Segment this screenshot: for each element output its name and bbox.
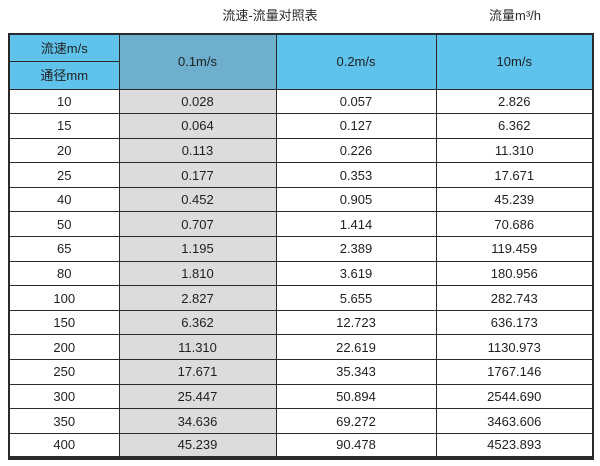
diameter-cell: 100 — [8, 285, 120, 311]
flow-unit-label: 流量m³/h — [488, 8, 541, 23]
diameter-cell: 250 — [8, 359, 120, 385]
flow-conversion-table: 流速m/s 0.1m/s 0.2m/s 10m/s 通径mm 10 0.028 0.… — [8, 33, 594, 460]
flow-value-cell: 0.057 — [275, 88, 437, 115]
flow-value-cell: 0.113 — [118, 137, 277, 164]
flow-value-cell: 11.310 — [435, 137, 594, 164]
diameter-cell: 10 — [8, 88, 120, 115]
flow-value-cell: 4523.893 — [435, 432, 594, 459]
flow-value-cell: 1.810 — [118, 260, 277, 287]
flow-value-cell: 2.389 — [275, 236, 437, 262]
table-row: 200 11.310 22.619 1130.973 — [8, 334, 594, 361]
flow-value-cell: 70.686 — [435, 211, 594, 238]
flow-value-cell: 34.636 — [118, 408, 277, 434]
flow-value-cell: 0.028 — [118, 88, 277, 115]
table-row: 20 0.113 0.226 11.310 — [8, 137, 594, 164]
flow-value-cell: 25.447 — [118, 383, 277, 410]
flow-value-cell: 180.956 — [435, 260, 594, 287]
column-header-0-2ms: 0.2m/s — [275, 33, 437, 90]
diameter-cell: 80 — [8, 260, 120, 287]
flow-value-cell: 90.478 — [275, 432, 437, 459]
table-row: 65 1.195 2.389 119.459 — [8, 236, 594, 262]
table-row: 50 0.707 1.414 70.686 — [8, 211, 594, 238]
table-row: 25 0.177 0.353 17.671 — [8, 162, 594, 188]
table-row: 150 6.362 12.723 636.173 — [8, 309, 594, 336]
table-row: 100 2.827 5.655 282.743 — [8, 285, 594, 311]
column-header-0-1ms: 0.1m/s — [118, 33, 277, 90]
flow-value-cell: 0.707 — [118, 211, 277, 238]
flow-value-cell: 2.827 — [118, 285, 277, 311]
table-row: 400 45.239 90.478 4523.893 — [8, 432, 594, 459]
diameter-cell: 300 — [8, 383, 120, 410]
table-row: 15 0.064 0.127 6.362 — [8, 113, 594, 139]
flow-value-cell: 282.743 — [435, 285, 594, 311]
flow-value-cell: 11.310 — [118, 334, 277, 361]
diameter-cell: 20 — [8, 137, 120, 164]
flow-value-cell: 0.905 — [275, 186, 437, 213]
flow-value-cell: 1130.973 — [435, 334, 594, 361]
flow-value-cell: 17.671 — [118, 359, 277, 385]
flow-value-cell: 2544.690 — [435, 383, 594, 410]
diameter-header-cell: 通径mm — [8, 61, 120, 90]
flow-value-cell: 6.362 — [435, 113, 594, 139]
diameter-cell: 65 — [8, 236, 120, 262]
diameter-cell: 200 — [8, 334, 120, 361]
flow-value-cell: 5.655 — [275, 285, 437, 311]
flow-value-cell: 2.826 — [435, 88, 594, 115]
flow-value-cell: 69.272 — [275, 408, 437, 434]
flow-value-cell: 1767.146 — [435, 359, 594, 385]
flow-value-cell: 12.723 — [275, 309, 437, 336]
flow-value-cell: 3463.606 — [435, 408, 594, 434]
diameter-cell: 15 — [8, 113, 120, 139]
flow-value-cell: 45.239 — [435, 186, 594, 213]
flow-value-cell: 45.239 — [118, 432, 277, 459]
flow-value-cell: 22.619 — [275, 334, 437, 361]
diameter-cell: 150 — [8, 309, 120, 336]
flow-value-cell: 0.127 — [275, 113, 437, 139]
table-row: 40 0.452 0.905 45.239 — [8, 186, 594, 213]
flow-value-cell: 3.619 — [275, 260, 437, 287]
table-header: 流速m/s 0.1m/s 0.2m/s 10m/s 通径mm — [8, 33, 594, 90]
title-bar: 流速-流量对照表 流量m³/h — [0, 0, 600, 33]
diameter-cell: 25 — [8, 162, 120, 188]
diameter-cell: 350 — [8, 408, 120, 434]
flow-value-cell: 636.173 — [435, 309, 594, 336]
flow-value-cell: 35.343 — [275, 359, 437, 385]
flow-value-cell: 0.177 — [118, 162, 277, 188]
flow-value-cell: 119.459 — [435, 236, 594, 262]
table-row: 300 25.447 50.894 2544.690 — [8, 383, 594, 410]
table-row: 250 17.671 35.343 1767.146 — [8, 359, 594, 385]
flow-value-cell: 0.452 — [118, 186, 277, 213]
table-row: 80 1.810 3.619 180.956 — [8, 260, 594, 287]
flow-value-cell: 1.414 — [275, 211, 437, 238]
table-body: 10 0.028 0.057 2.826 15 0.064 0.127 6.362 20 0.11… — [8, 88, 594, 459]
diameter-cell: 40 — [8, 186, 120, 213]
diameter-cell: 50 — [8, 211, 120, 238]
flow-value-cell: 50.894 — [275, 383, 437, 410]
column-header-10ms: 10m/s — [435, 33, 594, 90]
flow-value-cell: 0.064 — [118, 113, 277, 139]
diameter-cell: 400 — [8, 432, 120, 459]
table-title: 流速-流量对照表 — [222, 8, 318, 23]
table-row: 10 0.028 0.057 2.826 — [8, 88, 594, 115]
table-row: 350 34.636 69.272 3463.606 — [8, 408, 594, 434]
flow-value-cell: 17.671 — [435, 162, 594, 188]
velocity-header-cell: 流速m/s — [8, 33, 120, 62]
flow-value-cell: 1.195 — [118, 236, 277, 262]
flow-value-cell: 0.353 — [275, 162, 437, 188]
flow-value-cell: 0.226 — [275, 137, 437, 164]
flow-value-cell: 6.362 — [118, 309, 277, 336]
